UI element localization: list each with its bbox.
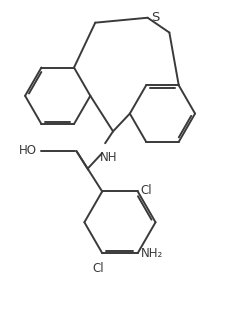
Text: Cl: Cl [141,184,152,197]
Text: S: S [152,11,160,24]
Text: NH: NH [100,151,118,164]
Text: HO: HO [19,144,37,157]
Text: Cl: Cl [93,262,104,275]
Text: NH₂: NH₂ [141,246,163,260]
